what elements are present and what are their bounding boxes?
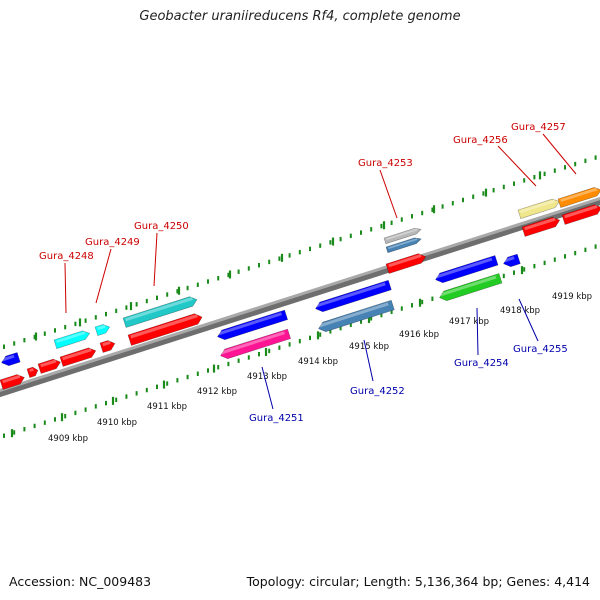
tick-label: 4916 kbp <box>399 330 439 340</box>
gene-red[interactable] <box>0 373 26 390</box>
gene-gura-4248[interactable] <box>53 329 91 349</box>
tick-label: 4910 kbp <box>97 418 137 428</box>
gene-blue[interactable] <box>314 279 392 313</box>
gene-red[interactable] <box>99 339 116 353</box>
gene-label[interactable]: Gura_4251 <box>249 413 304 424</box>
gene-red[interactable] <box>26 366 39 378</box>
gene-gura-4252[interactable] <box>317 299 395 333</box>
map-title: Geobacter uraniireducens Rf4, complete g… <box>139 9 461 24</box>
gene-red[interactable] <box>385 252 427 274</box>
genome-summary-text: Topology: circular; Length: 5,136,364 bp… <box>246 574 590 589</box>
accession-text: Accession: NC_009483 <box>9 574 152 589</box>
gene-label[interactable]: Gura_4248 <box>39 251 94 262</box>
gene-label-leader <box>542 133 577 175</box>
gene-label[interactable]: Gura_4255 <box>513 344 568 355</box>
gene-red[interactable] <box>37 357 62 374</box>
tick-label: 4909 kbp <box>48 434 88 444</box>
tick-label: 4915 kbp <box>349 342 389 352</box>
genome-backbone <box>0 197 600 392</box>
tick-label: 4913 kbp <box>247 372 287 382</box>
gene-label[interactable]: Gura_4250 <box>134 221 189 232</box>
gene-label[interactable]: Gura_4257 <box>511 122 566 133</box>
gene-label-leader <box>518 298 539 342</box>
gene-label-leader <box>497 145 537 187</box>
gene-blue[interactable] <box>434 255 499 285</box>
gene-steelblue-small[interactable] <box>385 236 422 254</box>
gene-gura-4249[interactable] <box>94 323 111 336</box>
gene-label-leader <box>95 248 112 304</box>
gene-label-leader <box>476 307 479 356</box>
gene-label-leader <box>153 232 158 287</box>
gene-red[interactable] <box>521 215 561 237</box>
gene-gura-4250[interactable] <box>122 295 198 328</box>
tick-label: 4912 kbp <box>197 387 237 397</box>
gene-gura-4256[interactable] <box>517 197 561 219</box>
tick-label: 4919 kbp <box>552 292 592 302</box>
gene-red[interactable] <box>127 312 204 346</box>
tick-label: 4911 kbp <box>147 402 187 412</box>
gene-label[interactable]: Gura_4254 <box>454 358 509 369</box>
gene-label-leader <box>64 262 67 314</box>
tick-label: 4918 kbp <box>500 306 540 316</box>
gene-label[interactable]: Gura_4249 <box>85 237 140 248</box>
gene-red[interactable] <box>59 346 97 367</box>
gene-gura-4254[interactable] <box>438 273 503 303</box>
gene-gura-4253[interactable] <box>383 226 422 245</box>
gene-label[interactable]: Gura_4253 <box>358 158 413 169</box>
tick-label: 4914 kbp <box>298 357 338 367</box>
genome-backbone-shadow <box>0 197 600 398</box>
gene-label-leader <box>261 366 274 410</box>
gene-label-leader <box>379 169 398 219</box>
gene-label-leader <box>363 339 374 382</box>
gene-blue[interactable] <box>216 309 289 341</box>
gene-gura-4255[interactable] <box>502 253 521 268</box>
tick-label: 4917 kbp <box>449 317 489 327</box>
gene-gura-4257[interactable] <box>557 186 600 208</box>
gene-label[interactable]: Gura_4256 <box>453 135 508 146</box>
gene-label[interactable]: Gura_4252 <box>350 386 405 397</box>
gene-gura-4251[interactable] <box>219 328 292 360</box>
gene-blue[interactable] <box>0 352 21 368</box>
